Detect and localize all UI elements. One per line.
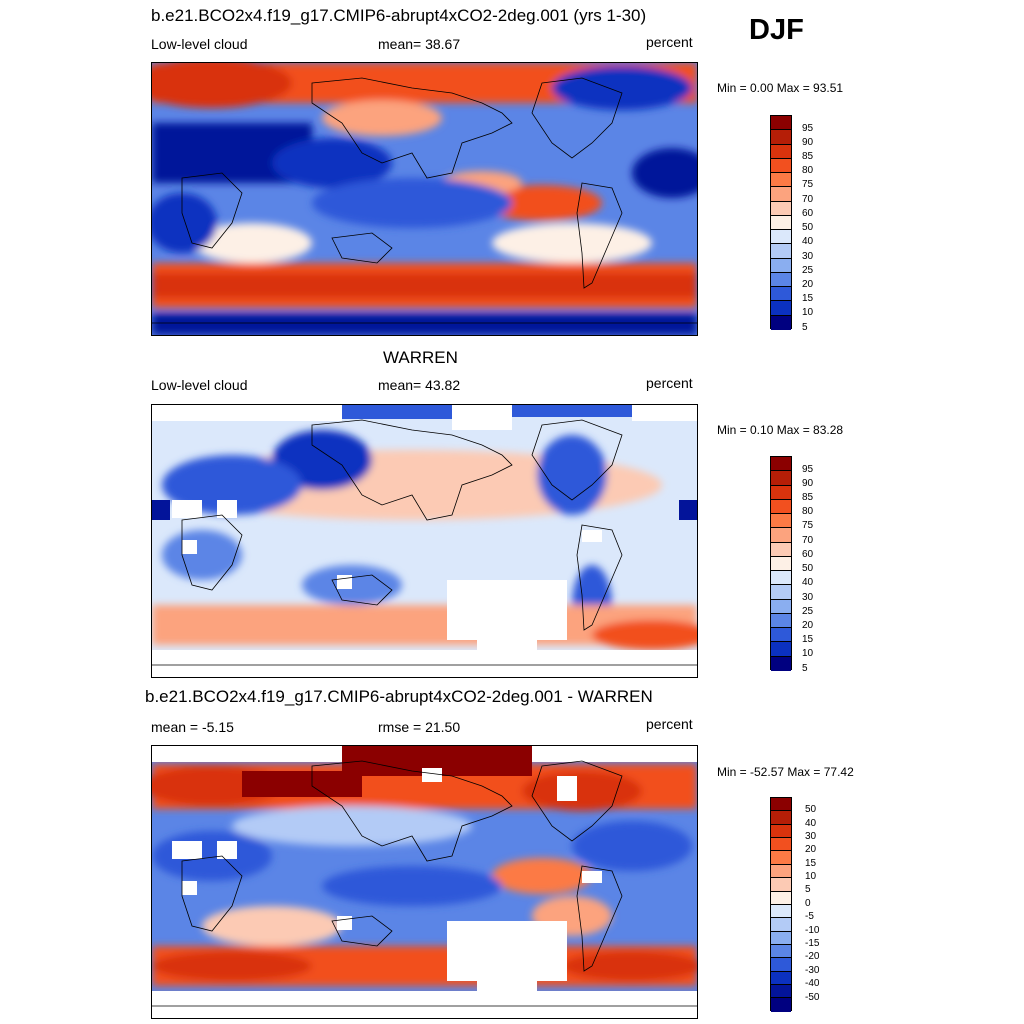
colorbar-tick: 0	[805, 898, 811, 909]
colorbar-tick: 10	[805, 871, 817, 882]
colorbar-tick: 85	[802, 151, 814, 162]
colorbar-tick: 25	[802, 265, 814, 276]
panel-3-colorbar	[770, 797, 792, 1012]
colorbar-tick: -30	[805, 965, 820, 976]
colorbar-tick: 20	[805, 844, 817, 855]
panel-1-variable-label: Low-level cloud	[151, 36, 248, 52]
panel-2-colorbar	[770, 456, 792, 671]
colorbar-tick: 5	[805, 884, 811, 895]
panel-2-map	[151, 404, 698, 678]
panel-2-mean-label: mean= 43.82	[378, 377, 461, 393]
colorbar-tick: 40	[805, 818, 817, 829]
panel-3-minmax: Min = -52.57 Max = 77.42	[717, 765, 854, 779]
season-label: DJF	[749, 14, 804, 46]
panel-3-title: b.e21.BCO2x4.f19_g17.CMIP6-abrupt4xCO2-2…	[145, 687, 653, 706]
panel-2-units-label: percent	[646, 375, 693, 391]
panel-3-rmse-label: rmse = 21.50	[378, 719, 461, 735]
colorbar-tick: 95	[802, 123, 814, 134]
colorbar-tick: 10	[802, 307, 814, 318]
panel-1-colorbar	[770, 115, 792, 330]
colorbar-tick: 60	[802, 208, 814, 219]
colorbar-tick: 80	[802, 165, 814, 176]
panel-2-variable-label: Low-level cloud	[151, 377, 248, 393]
colorbar-tick: 85	[802, 492, 814, 503]
colorbar-tick: 20	[802, 620, 814, 631]
colorbar-tick: 50	[802, 563, 814, 574]
colorbar-tick: 20	[802, 279, 814, 290]
panel-1-units-label: percent	[646, 34, 693, 50]
colorbar-tick: 10	[802, 648, 814, 659]
colorbar-tick: 75	[802, 179, 814, 190]
colorbar-tick: 25	[802, 606, 814, 617]
colorbar-tick: 40	[802, 236, 814, 247]
colorbar-tick: 15	[802, 293, 814, 304]
colorbar-tick: -20	[805, 951, 820, 962]
colorbar-tick: 5	[802, 322, 808, 333]
colorbar-tick: -10	[805, 925, 820, 936]
colorbar-tick: 5	[802, 663, 808, 674]
panel-1-mean-label: mean= 38.67	[378, 36, 461, 52]
panel-3-map	[151, 745, 698, 1019]
colorbar-tick: 30	[802, 592, 814, 603]
colorbar-tick: 80	[802, 506, 814, 517]
colorbar-tick: -40	[805, 978, 820, 989]
panel-3-units-label: percent	[646, 716, 693, 732]
colorbar-tick: -50	[805, 992, 820, 1003]
colorbar-tick: 70	[802, 194, 814, 205]
colorbar-tick: 75	[802, 520, 814, 531]
colorbar-tick: 30	[805, 831, 817, 842]
colorbar-tick: 60	[802, 549, 814, 560]
colorbar-tick: 70	[802, 535, 814, 546]
colorbar-tick: -15	[805, 938, 820, 949]
colorbar-tick: 50	[805, 804, 817, 815]
colorbar-tick: 15	[805, 858, 817, 869]
colorbar-tick: 50	[802, 222, 814, 233]
panel-1-title: b.e21.BCO2x4.f19_g17.CMIP6-abrupt4xCO2-2…	[151, 6, 647, 25]
colorbar-tick: 15	[802, 634, 814, 645]
colorbar-tick: -5	[805, 911, 814, 922]
colorbar-tick: 90	[802, 478, 814, 489]
panel-2-minmax: Min = 0.10 Max = 83.28	[717, 423, 844, 437]
colorbar-tick: 95	[802, 464, 814, 475]
panel-1-map	[151, 62, 698, 336]
colorbar-tick: 30	[802, 251, 814, 262]
panel-2-title: WARREN	[383, 348, 458, 367]
colorbar-tick: 90	[802, 137, 814, 148]
panel-3-mean-label: mean = -5.15	[151, 719, 234, 735]
panel-1-minmax: Min = 0.00 Max = 93.51	[717, 81, 844, 95]
colorbar-tick: 40	[802, 577, 814, 588]
